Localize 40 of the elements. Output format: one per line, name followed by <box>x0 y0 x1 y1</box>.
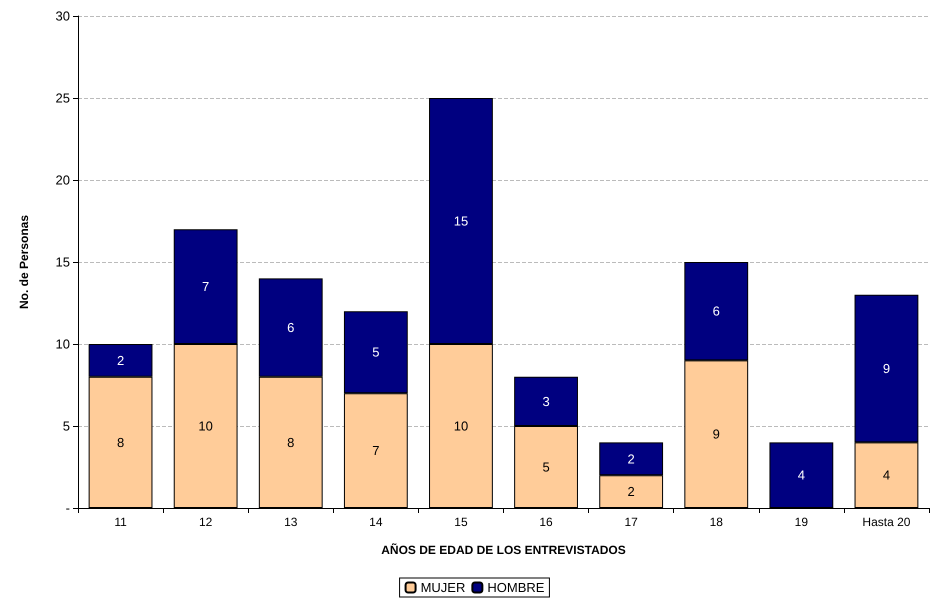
data-label: 4 <box>882 468 890 483</box>
data-label: 5 <box>372 344 380 360</box>
data-label: 8 <box>116 434 124 450</box>
x-tick-label: 16 <box>539 515 554 529</box>
data-label: 2 <box>628 451 635 466</box>
x-tick-label: 18 <box>710 515 724 529</box>
y-tick-label: 25 <box>56 90 70 106</box>
data-label: 10 <box>454 418 468 434</box>
y-tick-label: 15 <box>56 254 70 270</box>
data-label: 7 <box>372 443 380 458</box>
y-axis-title: No. de Personas <box>17 214 31 310</box>
data-label: 10 <box>198 418 213 434</box>
data-label: 4 <box>798 468 805 483</box>
y-tick-label: 5 <box>62 418 70 434</box>
data-label: 7 <box>202 279 210 294</box>
x-tick-label: 19 <box>794 515 808 529</box>
data-label: 15 <box>454 214 468 228</box>
y-tick-label: 30 <box>56 8 70 24</box>
y-tick-label: 10 <box>56 336 70 352</box>
data-label: 6 <box>712 304 720 319</box>
y-tick-label: 20 <box>56 172 70 188</box>
x-axis-title: AÑOS DE EDAD DE LOS ENTREVISTADOS <box>381 543 626 557</box>
data-label: 8 <box>287 434 294 450</box>
x-tick-label: 14 <box>369 515 383 529</box>
x-tick-label: Hasta 20 <box>862 515 911 529</box>
data-label: 6 <box>287 320 294 336</box>
data-label: 9 <box>712 426 720 442</box>
data-label: 3 <box>542 394 550 409</box>
x-tick-label: 15 <box>454 515 468 529</box>
data-label: 2 <box>628 484 635 500</box>
x-tick-label: 12 <box>198 515 213 529</box>
x-tick-label: 17 <box>624 515 638 529</box>
y-tick-label: - <box>66 500 70 516</box>
legend-label: MUJER <box>420 580 466 595</box>
data-label: 5 <box>542 460 550 474</box>
x-tick-label: 13 <box>284 515 298 529</box>
x-tick-label: 11 <box>114 515 128 529</box>
legend-label: HOMBRE <box>487 580 545 595</box>
data-label: 9 <box>882 361 890 376</box>
data-label: 2 <box>116 352 124 368</box>
